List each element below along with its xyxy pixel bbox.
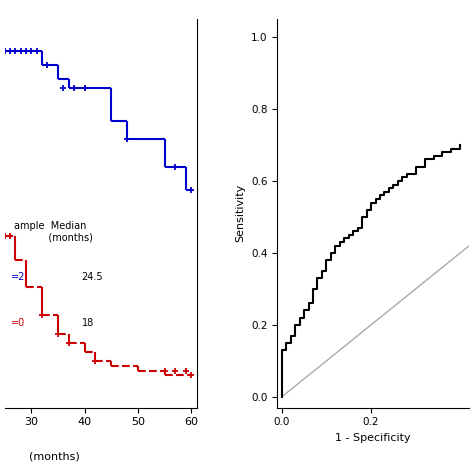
Text: 18: 18 bbox=[82, 318, 94, 328]
Text: =0: =0 bbox=[10, 318, 25, 328]
Y-axis label: Sensitivity: Sensitivity bbox=[236, 184, 246, 242]
X-axis label: 1 - Specificity: 1 - Specificity bbox=[336, 433, 411, 443]
Text: ample  Median
           (months): ample Median (months) bbox=[14, 221, 93, 243]
Text: (months): (months) bbox=[29, 452, 80, 462]
Text: B: B bbox=[328, 0, 342, 3]
Text: =2: =2 bbox=[10, 272, 25, 282]
Text: 24.5: 24.5 bbox=[82, 272, 103, 282]
